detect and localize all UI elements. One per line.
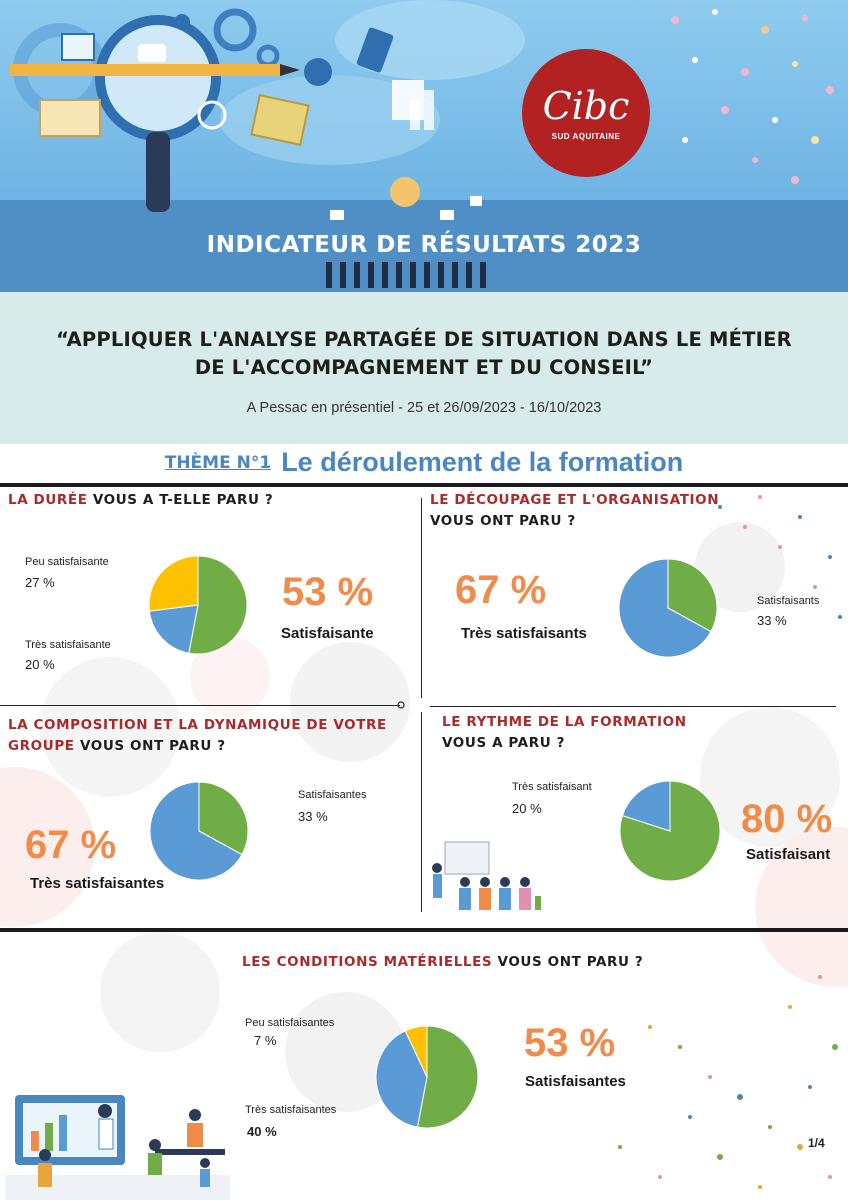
chart2-main-label: Très satisfaisants <box>461 625 587 642</box>
chart2-side-label: Satisfaisants <box>757 595 820 607</box>
chart5-tres-value: 40 % <box>247 1124 277 1139</box>
theme-number: THÈME N°1 <box>164 453 272 473</box>
theme-title: Le déroulement de la formation <box>281 447 684 477</box>
chart1-slice-2 <box>148 604 199 654</box>
confetti-dots <box>618 495 842 1189</box>
page-number: 1/4 <box>808 1136 825 1150</box>
chart4-side-value: 20 % <box>512 801 542 816</box>
chart2-question-rest: VOUS ONT PARU ? <box>430 513 576 529</box>
logo-subtext: SUD AQUITAINE <box>551 131 621 141</box>
course-block: “APPLIQUER L'ANALYSE PARTAGÉE DE SITUATI… <box>0 292 848 444</box>
chart2-slice-1 <box>667 558 718 633</box>
chart3-slice-1 <box>198 781 249 856</box>
chart3-pie <box>149 781 249 881</box>
chart4-question: LE RYTHME DE LA FORMATION VOUS A PARU ? <box>442 712 687 754</box>
background-decoration <box>0 495 848 1189</box>
chart5-question-rest: VOUS ONT PARU ? <box>492 954 644 970</box>
chart5-peu-label: Peu satisfaisantes <box>245 1017 335 1029</box>
chart4-pie <box>619 780 721 882</box>
divider-vertical-top <box>421 498 422 698</box>
divider-top <box>0 483 848 487</box>
chart4-main-value: 80 % <box>741 797 833 841</box>
page-title: INDICATEUR DE RÉSULTATS 2023 <box>206 232 642 258</box>
chart3-main-label: Très satisfaisantes <box>30 875 165 892</box>
magnifier-handle <box>146 132 170 212</box>
calendar-icon <box>61 33 95 61</box>
cibc-logo: Cibc SUD AQUITAINE <box>522 49 650 177</box>
course-title: “APPLIQUER L'ANALYSE PARTAGÉE DE SITUATI… <box>40 326 808 382</box>
course-title-line2: DE L'ACCOMPAGNEMENT ET DU CONSEIL” <box>194 356 654 379</box>
gear-icon <box>213 8 257 52</box>
team-meeting-illustration <box>432 841 541 910</box>
book-icon <box>39 99 101 137</box>
divider-vertical-bottom <box>421 712 422 912</box>
chart1-tres-value: 20 % <box>25 657 55 672</box>
chart1-main-label: Satisfaisante <box>281 625 374 642</box>
divider-horizontal-right <box>430 706 836 707</box>
pie-icon <box>304 58 332 86</box>
chart2-slice-2 <box>618 558 712 658</box>
chart3-question: LA COMPOSITION ET LA DYNAMIQUE DE VOTRE … <box>8 715 387 757</box>
chart3-question-highlight-line2: GROUPE <box>8 738 75 754</box>
chart5-pie <box>375 1025 479 1129</box>
chart3-side-value: 33 % <box>298 809 328 824</box>
divider-bottom <box>0 928 848 932</box>
chart1-slice-1 <box>188 555 248 655</box>
office-illustration <box>5 1095 230 1200</box>
chart5-slice-2 <box>375 1030 428 1128</box>
chart2-side-value: 33 % <box>757 613 787 628</box>
lightbulb-icon <box>197 100 227 130</box>
chart3-main-value: 67 % <box>25 823 117 867</box>
logo-text: Cibc <box>542 83 630 128</box>
header-banner: Cibc SUD AQUITAINE INDICATEUR DE RÉSULTA… <box>0 0 848 292</box>
chart5-slice-1 <box>416 1025 479 1129</box>
chart1-tres-label: Très satisfaisante <box>25 639 111 651</box>
document-icon <box>392 80 424 120</box>
chart5-main-value: 53 % <box>524 1021 616 1065</box>
chart5-main-label: Satisfaisantes <box>525 1073 626 1090</box>
course-place-dates: A Pessac en présentiel - 25 et 26/09/202… <box>246 400 602 416</box>
pencil-icon <box>10 64 280 76</box>
chart5-question: LES CONDITIONS MATÉRIELLES VOUS ONT PARU… <box>242 952 643 973</box>
divider-horizontal-left <box>0 705 400 706</box>
chart2-question-highlight: LE DÉCOUPAGE ET L'ORGANISATION <box>430 492 720 508</box>
chart1-peu-value: 27 % <box>25 575 55 590</box>
theme-heading: THÈME N°1 Le déroulement de la formation <box>0 447 848 478</box>
chart2-question: LE DÉCOUPAGE ET L'ORGANISATION VOUS ONT … <box>430 490 719 532</box>
chart4-question-highlight: LE RYTHME DE LA FORMATION <box>442 714 687 730</box>
chart4-question-rest: VOUS A PARU ? <box>442 735 566 751</box>
confetti-dots <box>671 9 834 184</box>
crowd-illustration <box>326 262 486 288</box>
banner-illustration <box>10 0 525 288</box>
chart1-question-rest: VOUS A T-ELLE PARU ? <box>87 492 274 508</box>
tablet-icon <box>356 27 394 73</box>
speech-bubble-icon <box>138 44 166 62</box>
chart3-question-rest: VOUS ONT PARU ? <box>74 738 226 754</box>
chart5-tres-label: Très satisfaisantes <box>245 1104 337 1116</box>
divider-endpoint <box>397 701 405 709</box>
chart2-main-value: 67 % <box>455 568 547 612</box>
chart1-question: LA DURÉE VOUS A T-ELLE PARU ? <box>8 490 273 511</box>
chart4-slice-2 <box>621 780 671 832</box>
chart5-slice-3 <box>404 1025 428 1078</box>
chart1-pie <box>148 555 248 655</box>
course-title-line1: “APPLIQUER L'ANALYSE PARTAGÉE DE SITUATI… <box>56 328 792 351</box>
chart1-peu-label: Peu satisfaisante <box>25 556 109 568</box>
chart3-side-label: Satisfaisantes <box>298 789 367 801</box>
chart1-main-value: 53 % <box>282 570 374 614</box>
chart4-main-label: Satisfaisant <box>746 846 831 863</box>
chart1-slice-3 <box>148 555 199 612</box>
book-icon <box>250 94 310 146</box>
gear-icon <box>256 44 280 68</box>
brain-bulb-icon <box>390 177 420 207</box>
chart4-side-label: Très satisfaisant <box>512 781 592 793</box>
chart3-slice-2 <box>149 781 243 881</box>
chart5-question-highlight: LES CONDITIONS MATÉRIELLES <box>242 954 493 970</box>
chart1-question-highlight: LA DURÉE <box>8 492 88 508</box>
chart5-peu-value: 7 % <box>254 1033 277 1048</box>
location-pin-icon <box>174 14 190 30</box>
chart2-pie <box>618 558 718 658</box>
chart3-question-highlight-line1: LA COMPOSITION ET LA DYNAMIQUE DE VOTRE <box>8 717 387 733</box>
